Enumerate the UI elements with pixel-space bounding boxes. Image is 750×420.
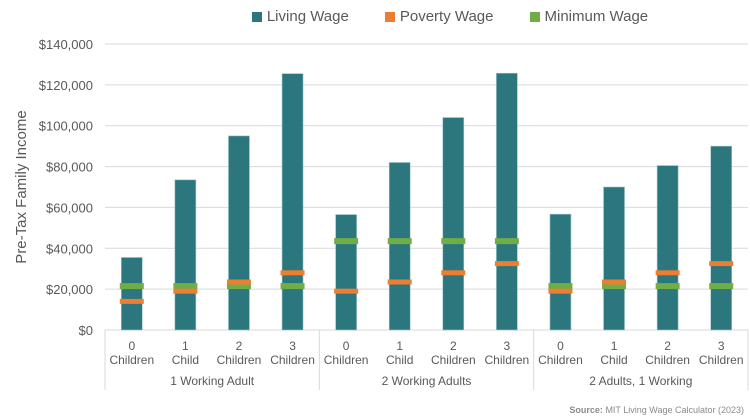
x-group-label: 1 Working Adult (170, 374, 254, 388)
poverty-wage-marker (334, 288, 359, 294)
living-wage-bar (549, 213, 572, 331)
legend-label: Living Wage (266, 8, 349, 25)
poverty-wage-marker (494, 261, 519, 267)
living-wage-bar (281, 73, 304, 331)
x-group-label: 2 Working Adults (382, 374, 472, 388)
x-category-number: 2 (236, 339, 243, 353)
x-category-label: Children (699, 353, 744, 367)
y-tick-label: $140,000 (39, 37, 93, 52)
living-wage-bar (496, 72, 518, 331)
living-wage-bar (603, 186, 625, 331)
legend-item-poverty-wage: Poverty Wage (384, 8, 494, 25)
minimum-wage-marker (226, 283, 251, 290)
minimum-wage-swatch (529, 11, 540, 22)
poverty-wage-marker (548, 288, 573, 294)
x-category-label: Children (109, 353, 154, 367)
living-wage-bar (656, 165, 679, 331)
legend-item-living-wage: Living Wage (251, 8, 349, 25)
minimum-wage-marker (494, 238, 519, 245)
minimum-wage-marker (119, 283, 144, 290)
x-category-number: 3 (718, 339, 725, 353)
x-category-number: 1 (396, 339, 403, 353)
minimum-wage-marker (548, 283, 573, 290)
minimum-wage-marker (655, 283, 680, 290)
x-category-label: Child (600, 353, 627, 367)
source-label: Source: (569, 405, 603, 415)
minimum-wage-marker (387, 238, 412, 245)
poverty-wage-marker (226, 279, 251, 285)
x-category-label: Children (538, 353, 583, 367)
x-category-number: 0 (128, 339, 135, 353)
poverty-wage-marker (655, 270, 680, 276)
legend-label: Poverty Wage (399, 8, 494, 25)
y-tick-label: $0 (79, 323, 93, 338)
minimum-wage-marker (334, 238, 359, 245)
x-category-number: 0 (557, 339, 564, 353)
x-category-label: Children (431, 353, 476, 367)
x-category-number: 3 (289, 339, 296, 353)
living-wage-bar (335, 214, 357, 331)
x-category-label: Children (645, 353, 690, 367)
legend-item-minimum-wage: Minimum Wage (529, 8, 649, 25)
y-tick-label: $60,000 (46, 200, 93, 215)
x-category-number: 1 (182, 339, 189, 353)
x-category-label: Children (270, 353, 315, 367)
living-wage-swatch (251, 11, 262, 22)
x-category-number: 0 (343, 339, 350, 353)
poverty-wage-marker (173, 288, 198, 294)
poverty-wage-marker (602, 279, 627, 285)
y-tick-label: $40,000 (46, 241, 93, 256)
poverty-wage-swatch (384, 11, 395, 22)
legend-label: Minimum Wage (544, 8, 649, 25)
x-category-number: 2 (664, 339, 671, 353)
y-tick-label: $100,000 (39, 119, 93, 134)
minimum-wage-marker (709, 283, 734, 290)
x-category-label: Child (386, 353, 413, 367)
poverty-wage-marker (119, 298, 144, 304)
source-note: Source: MIT Living Wage Calculator (2023… (569, 405, 744, 415)
living-wage-bar (228, 135, 250, 331)
poverty-wage-marker (387, 279, 412, 285)
y-tick-label: $120,000 (39, 78, 93, 93)
minimum-wage-marker (602, 283, 627, 290)
living-wage-bar (442, 117, 465, 331)
source-text: MIT Living Wage Calculator (2023) (602, 405, 744, 415)
x-category-label: Children (485, 353, 530, 367)
x-category-number: 1 (611, 339, 618, 353)
living-wage-bar (120, 257, 143, 331)
x-category-label: Children (217, 353, 262, 367)
x-category-label: Children (324, 353, 369, 367)
living-wage-bar (174, 179, 197, 331)
minimum-wage-marker (280, 283, 305, 290)
poverty-wage-marker (441, 270, 466, 276)
poverty-wage-marker (280, 270, 305, 276)
x-category-label: Child (172, 353, 199, 367)
y-axis-label: Pre-Tax Family Income (13, 110, 30, 263)
minimum-wage-marker (173, 283, 198, 290)
x-group-label: 2 Adults, 1 Working (589, 374, 692, 388)
legend: Living Wage Poverty Wage Minimum Wage (0, 8, 750, 25)
x-category-number: 3 (504, 339, 511, 353)
living-wage-bar (710, 145, 733, 331)
y-tick-label: $20,000 (46, 282, 93, 297)
minimum-wage-marker (441, 238, 466, 245)
living-wage-bar (388, 162, 411, 331)
y-tick-label: $80,000 (46, 160, 93, 175)
poverty-wage-marker (709, 261, 734, 267)
x-category-number: 2 (450, 339, 457, 353)
